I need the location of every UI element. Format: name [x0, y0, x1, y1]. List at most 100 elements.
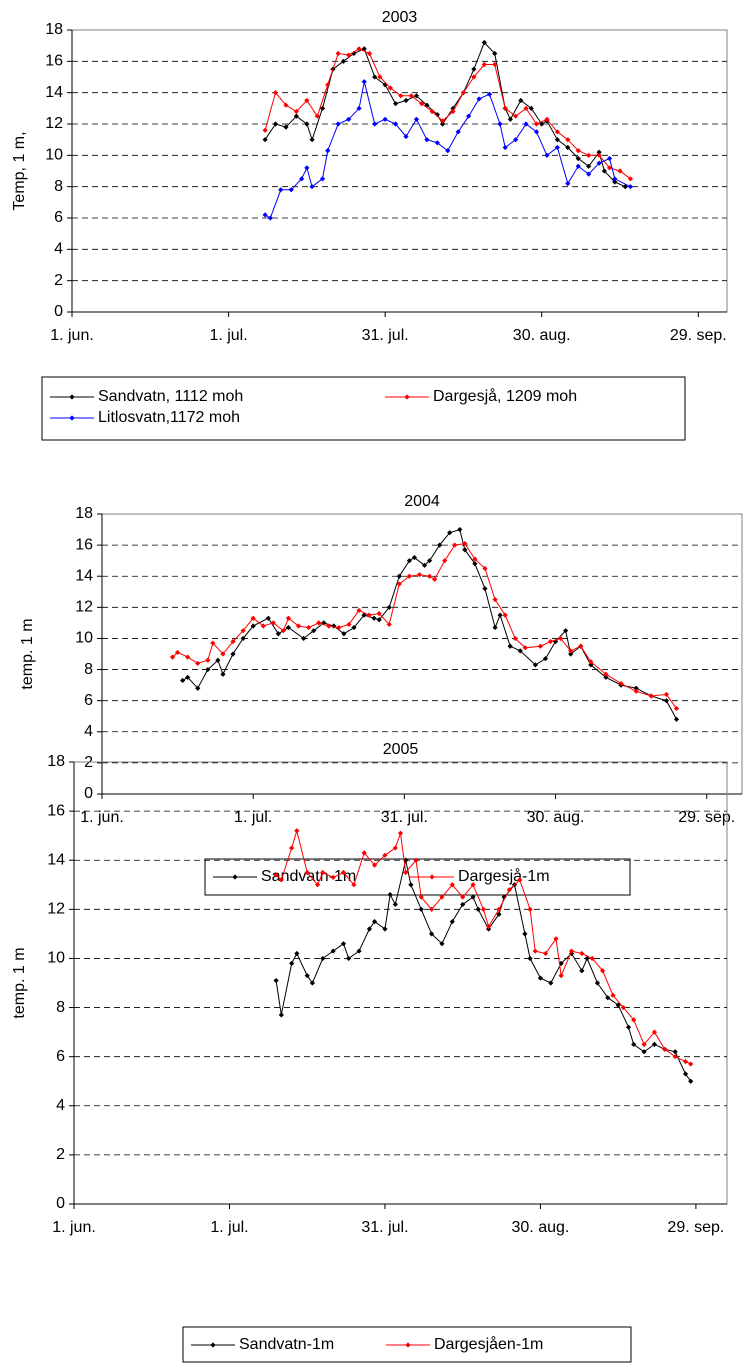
y-tick-label: 2 — [84, 754, 93, 771]
y-axis-label: temp. 1 m — [11, 947, 28, 1018]
chart: 0 2 4 6 8 10 12 14 16 18 1. jun. 1. jul. 31. jul. 30.… — [11, 741, 728, 1363]
y-tick-label: 14 — [75, 567, 93, 584]
x-tick-label: 1. jul. — [234, 809, 272, 826]
legend-box — [41, 376, 686, 441]
data-point — [586, 171, 592, 177]
data-point — [502, 105, 508, 111]
data-point — [205, 657, 211, 663]
y-tick-label: 4 — [56, 1097, 65, 1114]
data-point — [340, 941, 347, 947]
data-point — [565, 180, 571, 187]
y-tick-label: 10 — [45, 147, 63, 164]
data-point — [673, 716, 680, 722]
data-point — [437, 542, 443, 548]
data-point — [403, 97, 409, 104]
data-point — [631, 1017, 637, 1023]
data-point — [426, 558, 433, 564]
data-point — [625, 1024, 632, 1030]
y-tick-label: 8 — [56, 999, 65, 1016]
data-point — [537, 975, 544, 981]
data-point — [532, 948, 538, 954]
legend-label: Dargesjå-1m — [458, 867, 550, 885]
data-point — [377, 74, 383, 80]
data-point — [610, 992, 616, 998]
data-point — [320, 869, 326, 876]
data-point — [356, 607, 362, 614]
data-point — [575, 148, 581, 154]
series-line — [264, 48, 631, 180]
data-point — [304, 97, 310, 104]
data-point — [579, 968, 585, 974]
data-point — [631, 1041, 637, 1047]
data-point — [361, 46, 367, 52]
data-point — [366, 50, 373, 57]
data-point — [603, 671, 609, 677]
data-point — [220, 671, 226, 677]
data-point — [272, 90, 279, 96]
data-point — [606, 165, 613, 171]
data-point — [633, 685, 639, 691]
data-point — [442, 558, 448, 564]
data-point — [450, 105, 456, 111]
series-line — [264, 41, 626, 188]
data-point — [240, 628, 246, 634]
y-tick-label: 0 — [56, 1195, 65, 1212]
data-point — [496, 911, 502, 917]
data-point — [205, 666, 211, 673]
data-point — [672, 1049, 678, 1055]
series-line — [182, 528, 677, 720]
data-point — [283, 102, 289, 108]
data-point — [471, 74, 477, 80]
x-tick-label: 29. sep. — [670, 327, 727, 344]
data-point — [547, 638, 554, 645]
data-point — [428, 931, 435, 937]
data-point — [575, 163, 581, 169]
data-point — [382, 926, 388, 932]
data-point — [472, 556, 478, 562]
y-tick-label: 16 — [45, 53, 63, 70]
data-point — [413, 93, 420, 99]
legend-marker — [210, 1342, 216, 1348]
legend-marker — [404, 394, 410, 400]
data-point — [366, 926, 373, 932]
y-tick-label: 10 — [75, 630, 93, 647]
plot-area — [73, 761, 728, 1205]
data-point — [316, 620, 322, 626]
data-point — [557, 635, 564, 642]
data-point — [285, 615, 292, 621]
data-point — [501, 894, 507, 900]
data-point — [554, 129, 560, 135]
data-point — [578, 643, 584, 649]
data-point — [506, 887, 512, 893]
y-tick-label: 10 — [47, 950, 65, 967]
data-point — [568, 948, 575, 954]
y-tick-label: 14 — [47, 851, 65, 868]
data-point — [466, 113, 472, 119]
data-point — [356, 46, 362, 52]
legend-label: Dargesjå, 1209 moh — [433, 387, 577, 405]
data-point — [663, 691, 670, 698]
data-point — [517, 877, 523, 883]
data-point — [445, 148, 451, 154]
data-point — [651, 1029, 658, 1035]
data-point — [522, 645, 528, 651]
data-point — [434, 140, 440, 146]
x-tick-label: 1. jun. — [50, 327, 94, 344]
data-point — [396, 581, 402, 587]
x-tick-label: 31. jul. — [361, 1219, 408, 1236]
data-point — [185, 654, 191, 660]
data-point — [278, 1012, 284, 1018]
data-point — [543, 950, 549, 957]
data-point — [481, 61, 487, 68]
data-point — [366, 612, 372, 618]
data-point — [382, 852, 388, 858]
y-tick-label: 6 — [54, 209, 63, 226]
data-point — [554, 144, 560, 151]
y-tick-label: 4 — [54, 241, 63, 258]
data-point — [620, 1004, 626, 1011]
data-point — [195, 660, 201, 666]
data-point — [548, 980, 554, 986]
data-point — [641, 1049, 647, 1055]
x-tick-label: 30. aug. — [527, 809, 585, 826]
data-point — [627, 184, 634, 190]
